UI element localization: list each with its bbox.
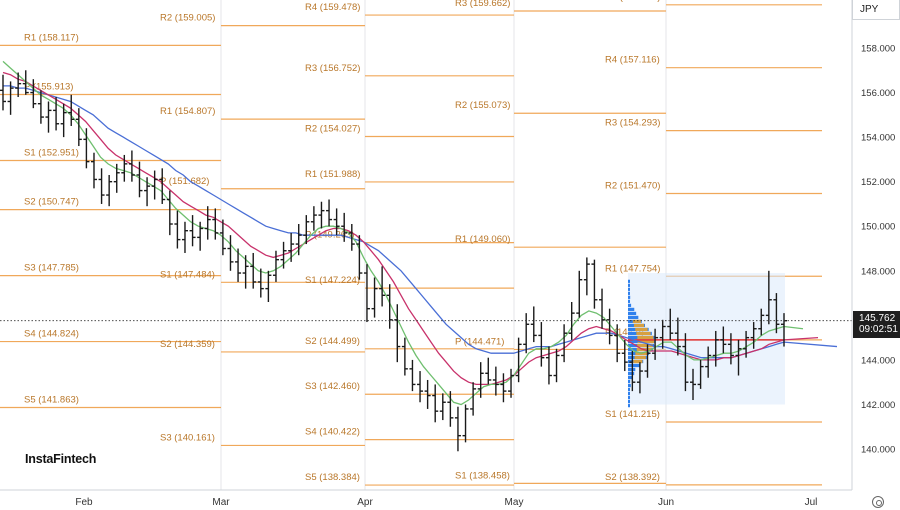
price-tick-label: 148.000 xyxy=(861,266,895,277)
volume-profile-bar xyxy=(628,388,630,391)
pivot-level-label: R3 (154.293) xyxy=(605,118,660,129)
pivot-level-label: R4 (157.116) xyxy=(605,55,660,66)
volume-profile-bar xyxy=(628,400,630,403)
pivot-level-label: R1 (149.060) xyxy=(455,234,510,245)
volume-profile-bar xyxy=(628,296,630,299)
volume-profile-bar xyxy=(628,316,638,319)
volume-profile-bar xyxy=(628,364,640,367)
pivot-level-label: S1 (147.224) xyxy=(305,275,360,286)
pivot-level-label: S2 (144.499) xyxy=(305,336,360,347)
countdown-timer: 09:02:51 xyxy=(859,324,900,335)
pivot-level-label: R2 (154.027) xyxy=(305,124,360,135)
price-tick-label: 152.000 xyxy=(861,177,895,188)
pivot-level-label: S5 (138.384) xyxy=(305,472,360,483)
pivot-level-label: R2 (155.073) xyxy=(455,100,510,111)
pivot-level-label: R2 (159.005) xyxy=(160,13,215,24)
volume-profile-bar xyxy=(628,368,635,371)
month-tick-label: Mar xyxy=(212,497,230,508)
pivot-level-label: S4 (144.824) xyxy=(24,329,79,340)
volume-profile-bar xyxy=(628,372,634,375)
volume-profile-bar xyxy=(628,380,630,383)
volume-profile-bar xyxy=(628,384,631,387)
pivot-level-label: R4 (159.478) xyxy=(305,2,360,13)
price-axis-bg xyxy=(852,0,900,510)
pivot-level-label: S4 (140.422) xyxy=(305,427,360,438)
price-tick-label: 158.000 xyxy=(861,44,895,55)
last-price-tag: 145.762 09:02:51 xyxy=(853,311,900,338)
pivot-level-label: S1 (152.951) xyxy=(24,147,79,158)
month-tick-label: Jul xyxy=(805,497,818,508)
pivot-level-label: S2 (144.359) xyxy=(160,339,215,350)
value-area-bar xyxy=(637,336,653,339)
pivot-level-label: S2 (150.747) xyxy=(24,197,79,208)
pivot-level-label: R3 (159.662) xyxy=(455,0,510,9)
last-price-value: 145.762 xyxy=(859,313,900,324)
volume-profile-bar xyxy=(628,396,630,399)
price-tick-label: 140.000 xyxy=(861,445,895,456)
pivot-level-label: R3 (156.752) xyxy=(305,63,360,74)
pivot-level-label: S1 (138.458) xyxy=(455,470,510,481)
pivot-level-label: S1 (147.484) xyxy=(160,269,215,280)
price-tick-label: 150.000 xyxy=(861,222,895,233)
price-axis[interactable]: 158.000 156.000 154.000 152.000 150.000 148.0… xyxy=(852,0,900,510)
pivot-level-label: S5 (141.863) xyxy=(24,395,79,406)
month-tick-label: Apr xyxy=(357,497,373,508)
logo-text: InstaFintech xyxy=(25,452,96,466)
pivot-level-label: R1 (151.988) xyxy=(305,169,360,180)
volume-profile-bar xyxy=(628,292,630,295)
plot-background xyxy=(0,0,852,490)
pivot-level-label: R2 (151.470) xyxy=(605,180,660,191)
volume-profile-bar xyxy=(628,304,631,307)
currency-label: JPY xyxy=(860,4,878,15)
time-axis[interactable]: Feb Mar Apr May Jun Jul xyxy=(0,490,852,508)
price-tick-label: 154.000 xyxy=(861,133,895,144)
pivot-level-label: S2 (138.392) xyxy=(605,472,660,483)
value-area-bar xyxy=(633,360,642,363)
pivot-level-label: R5 (159.939) xyxy=(605,0,660,3)
month-tick-label: Jun xyxy=(658,497,674,508)
volume-profile-bar xyxy=(628,404,630,407)
volume-profile-bar xyxy=(628,312,636,315)
volume-profile xyxy=(628,273,785,407)
pivot-level-label: P (151.682) xyxy=(160,176,209,187)
pivot-level-label: S1 (141.215) xyxy=(605,409,660,420)
month-tick-label: Feb xyxy=(75,497,93,508)
price-tick-label: 156.000 xyxy=(861,88,895,99)
volume-profile-bar xyxy=(628,288,630,291)
volume-profile-bar xyxy=(628,284,630,287)
price-tick-label: 144.000 xyxy=(861,355,895,366)
pivot-level-label: R1 (147.754) xyxy=(605,263,660,274)
price-tick-label: 142.000 xyxy=(861,400,895,411)
pivot-level-label: R1 (158.117) xyxy=(24,32,79,43)
pivot-level-label: S3 (140.161) xyxy=(160,432,215,443)
volume-profile-bar xyxy=(628,280,630,283)
volume-profile-bar xyxy=(628,300,630,303)
currency-selector[interactable]: JPY xyxy=(852,0,900,20)
pivot-level-label: S3 (147.785) xyxy=(24,263,79,274)
value-area-bar xyxy=(636,332,650,335)
value-area-bar xyxy=(635,328,647,331)
value-area-bar xyxy=(634,324,644,327)
volume-profile-bar xyxy=(628,392,630,395)
gear-icon[interactable] xyxy=(872,496,884,508)
pivot-level-label: R1 (154.807) xyxy=(160,106,215,117)
value-area-bar xyxy=(635,356,646,359)
volume-profile-bar xyxy=(628,308,634,311)
pivot-level-label: S3 (142.460) xyxy=(305,381,360,392)
logo: InstaFintech xyxy=(18,442,96,476)
month-tick-label: May xyxy=(505,497,524,508)
